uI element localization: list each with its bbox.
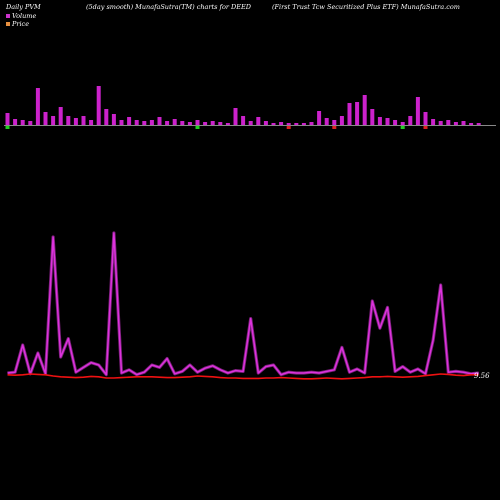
volume-bar: [355, 102, 360, 125]
volume-bar: [461, 121, 466, 125]
volume-up-tick: [5, 126, 10, 129]
pvm-line: [7, 232, 479, 376]
price-volume-lines: [7, 231, 479, 380]
volume-bar: [294, 123, 299, 125]
volume-bar: [453, 122, 458, 125]
volume-bar: [241, 116, 246, 125]
volume-bar: [13, 119, 18, 125]
volume-bar: [431, 119, 436, 125]
volume-bar: [286, 123, 291, 125]
volume-bar: [476, 123, 481, 125]
volume-bar: [81, 116, 86, 125]
volume-bar: [400, 122, 405, 125]
volume-bars: [5, 86, 481, 125]
volume-bar: [96, 86, 101, 125]
volume-bar: [28, 121, 33, 125]
volume-bar: [370, 109, 375, 125]
volume-bar: [5, 113, 10, 125]
volume-bar: [172, 119, 177, 125]
volume-bar: [279, 122, 284, 125]
volume-bar: [20, 120, 25, 125]
header-right: (First Trust Tcw Securitized Plus ETF) M…: [272, 3, 460, 11]
price-line: [7, 373, 479, 380]
volume-bar: [377, 117, 382, 125]
volume-bar: [225, 123, 230, 125]
volume-down-tick: [423, 126, 428, 129]
volume-bar: [256, 117, 261, 125]
volume-bar: [415, 97, 420, 125]
volume-up-tick: [400, 126, 405, 129]
volume-up-tick: [195, 126, 200, 129]
volume-bar: [203, 122, 208, 125]
volume-bar: [263, 121, 268, 125]
volume-down-tick: [286, 126, 291, 129]
volume-bar: [393, 120, 398, 125]
volume-bar: [165, 121, 170, 125]
volume-bar: [111, 114, 116, 125]
volume-bar: [195, 120, 200, 125]
legend-volume-label: Volume: [12, 12, 37, 20]
volume-bar: [43, 112, 48, 125]
volume-bar: [180, 121, 185, 125]
volume-bar: [149, 120, 154, 125]
volume-bar: [385, 118, 390, 125]
last-price-label: 9.56: [474, 372, 490, 380]
volume-swatch: [6, 14, 10, 18]
volume-bar: [218, 122, 223, 125]
volume-bar: [347, 103, 352, 125]
header-middle: (5day smooth) MunafaSutra(TM) charts for…: [86, 3, 251, 11]
volume-bar: [104, 109, 109, 125]
volume-down-tick: [332, 126, 337, 129]
volume-bar: [127, 117, 132, 125]
volume-bar: [89, 120, 94, 125]
volume-bar: [51, 116, 56, 125]
volume-bar: [233, 108, 238, 125]
volume-bar: [119, 120, 124, 125]
volume-bar: [438, 121, 443, 125]
volume-bar: [187, 122, 192, 125]
legend-price: Price: [6, 20, 29, 28]
volume-bar: [134, 120, 139, 125]
volume-bar: [210, 121, 215, 125]
volume-bar: [362, 95, 367, 125]
price-swatch: [6, 22, 10, 26]
volume-bar: [301, 123, 306, 125]
volume-bar: [73, 118, 78, 125]
volume-bar: [142, 121, 147, 125]
volume-ticks: [5, 126, 428, 129]
volume-bar: [271, 123, 276, 125]
volume-bar: [408, 116, 413, 125]
legend-price-label: Price: [12, 20, 30, 28]
volume-bar: [324, 118, 329, 125]
volume-bar: [157, 117, 162, 125]
volume-bar: [446, 120, 451, 125]
volume-bar: [309, 122, 314, 125]
pvm-line-glow: [7, 231, 479, 377]
header-left: Daily PVM: [6, 3, 41, 11]
volume-bar: [35, 88, 40, 125]
legend-volume: Volume: [6, 12, 36, 20]
volume-bar: [339, 116, 344, 125]
volume-bar: [66, 116, 71, 125]
volume-bar: [58, 107, 63, 125]
volume-bar: [423, 112, 428, 125]
volume-bar: [469, 123, 474, 125]
volume-bar: [332, 120, 337, 125]
volume-bar: [248, 121, 253, 125]
volume-bar: [317, 111, 322, 125]
